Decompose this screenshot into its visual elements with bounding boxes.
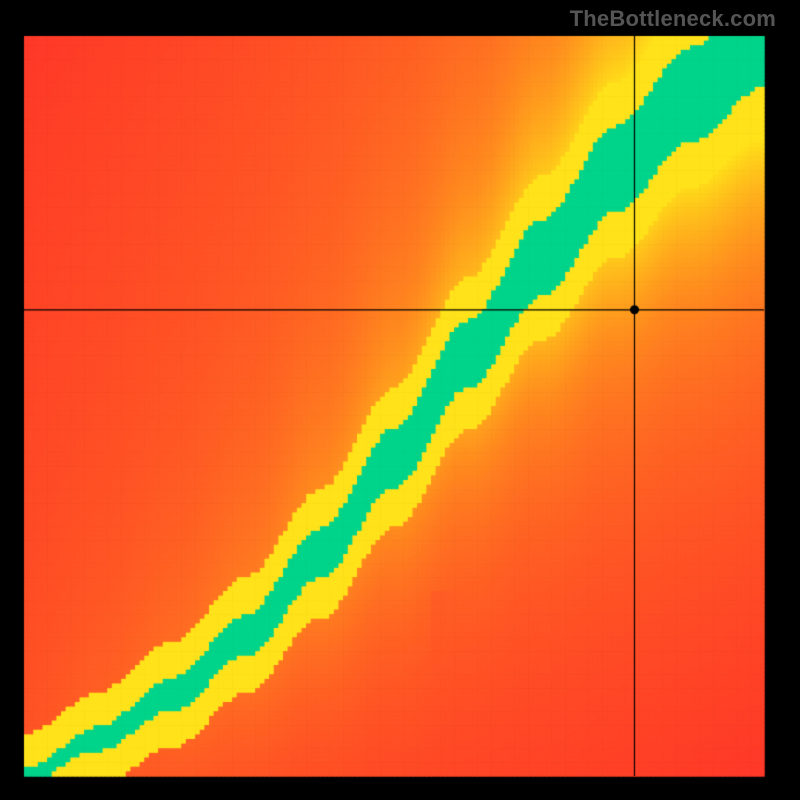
watermark-text: TheBottleneck.com — [570, 6, 776, 32]
chart-container: TheBottleneck.com — [0, 0, 800, 800]
bottleneck-heatmap — [0, 0, 800, 800]
